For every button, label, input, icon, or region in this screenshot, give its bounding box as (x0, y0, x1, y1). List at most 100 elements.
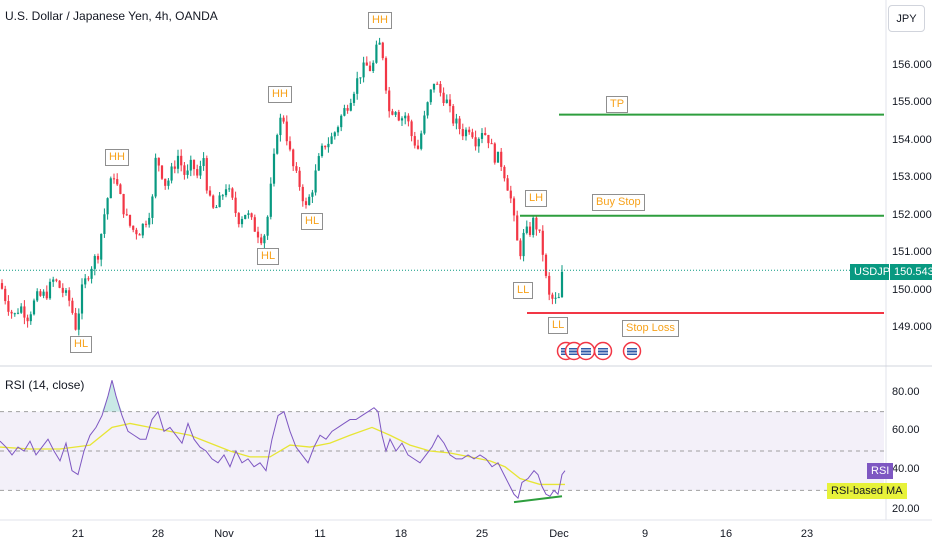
label-hl: HL (301, 213, 324, 230)
symbol-title: U.S. Dollar / Japanese Yen, 4h, OANDA (5, 9, 218, 23)
candle-body (285, 121, 288, 142)
candle-body (10, 311, 13, 314)
candle-body (20, 306, 23, 313)
candle-body (368, 65, 372, 71)
label-stop-loss: Stop Loss (622, 320, 679, 337)
label-hh: HH (268, 86, 292, 103)
candle-body (404, 115, 407, 119)
candle-body (548, 275, 551, 295)
rsi-overbought-fill (96, 380, 128, 412)
currency-selector[interactable]: JPY (888, 5, 925, 32)
label-tp: TP (606, 96, 629, 113)
candle-body (100, 233, 103, 260)
candle-body (512, 198, 516, 216)
candle-body (525, 226, 528, 233)
candle-body (266, 216, 269, 236)
candle-body (61, 287, 64, 293)
candle-body (279, 117, 282, 136)
candle-body (304, 201, 308, 206)
candle-body (506, 178, 509, 191)
candle-body (116, 179, 119, 185)
candle-body (192, 159, 196, 170)
candle-body (420, 133, 423, 149)
rsi-tick: 20.00 (892, 503, 920, 515)
candle-body (205, 158, 208, 191)
candle-body (170, 166, 173, 181)
candle-body (16, 312, 20, 314)
candle-body (445, 99, 448, 104)
price-tick: 152.000 (892, 209, 932, 221)
candle-body (557, 297, 560, 299)
candle-body (29, 314, 32, 322)
candle-body (416, 145, 420, 149)
candle-body (452, 106, 455, 124)
label-ll: LL (548, 317, 569, 334)
candle-body (522, 232, 525, 257)
candle-body (109, 178, 112, 199)
price-tick: 156.000 (892, 59, 932, 71)
candle-body (71, 300, 74, 313)
candle-body (167, 180, 170, 186)
candle-body (202, 158, 205, 167)
price-tick: 149.000 (892, 321, 932, 333)
candle-body (461, 129, 464, 137)
flag-icon (593, 341, 613, 361)
candle-body (183, 165, 186, 175)
candle-body (32, 300, 36, 315)
candle-body (464, 129, 468, 137)
candle-body (516, 215, 519, 241)
candle-body (173, 166, 176, 169)
price-tick: 150.000 (892, 284, 932, 296)
candle-body (160, 165, 164, 179)
candle-body (330, 136, 333, 144)
time-tick: Dec (549, 528, 569, 540)
candle-body (112, 178, 116, 180)
candle-body (13, 313, 16, 315)
time-tick: 28 (151, 528, 165, 540)
candle-body (356, 78, 359, 94)
candle-body (272, 153, 276, 184)
candle-body (125, 214, 128, 216)
candle-body (400, 118, 404, 121)
candle-body (493, 143, 496, 163)
candle-body (560, 271, 564, 298)
candle-body (74, 312, 77, 330)
candle-body (87, 278, 90, 280)
candle-body (240, 218, 244, 225)
candle-body (490, 143, 493, 145)
candle-body (544, 254, 548, 276)
candle-body (189, 159, 192, 171)
candle-body (346, 108, 349, 111)
candle-body (253, 217, 256, 232)
candle-body (231, 188, 234, 198)
candle-body (282, 117, 285, 122)
candle-body (455, 118, 458, 124)
candle-body (477, 138, 480, 147)
candle-body (407, 115, 410, 122)
candle-body (458, 118, 461, 130)
candle-body (141, 223, 144, 236)
candle-body (106, 198, 109, 215)
candle-body (80, 284, 84, 314)
rsi-line (0, 380, 566, 500)
candle-body (308, 196, 311, 206)
candle-body (77, 313, 80, 330)
candle-body (365, 62, 368, 66)
label-lh: LH (525, 190, 548, 207)
candle-body (196, 169, 199, 176)
candle-body (541, 230, 544, 255)
candle-body (90, 268, 93, 279)
candles-layer (0, 37, 564, 336)
candle-body (391, 111, 394, 115)
price-tick: 154.000 (892, 134, 932, 146)
candle-body (375, 44, 378, 63)
candle-body (186, 170, 189, 175)
candle-body (298, 170, 301, 187)
candle-body (212, 195, 215, 208)
candle-body (244, 214, 247, 219)
candle-body (26, 317, 29, 322)
economic-events-icons[interactable] (554, 340, 644, 364)
candle-body (224, 189, 228, 196)
candle-body (154, 157, 157, 197)
rsi-tick: 60.00 (892, 424, 920, 436)
